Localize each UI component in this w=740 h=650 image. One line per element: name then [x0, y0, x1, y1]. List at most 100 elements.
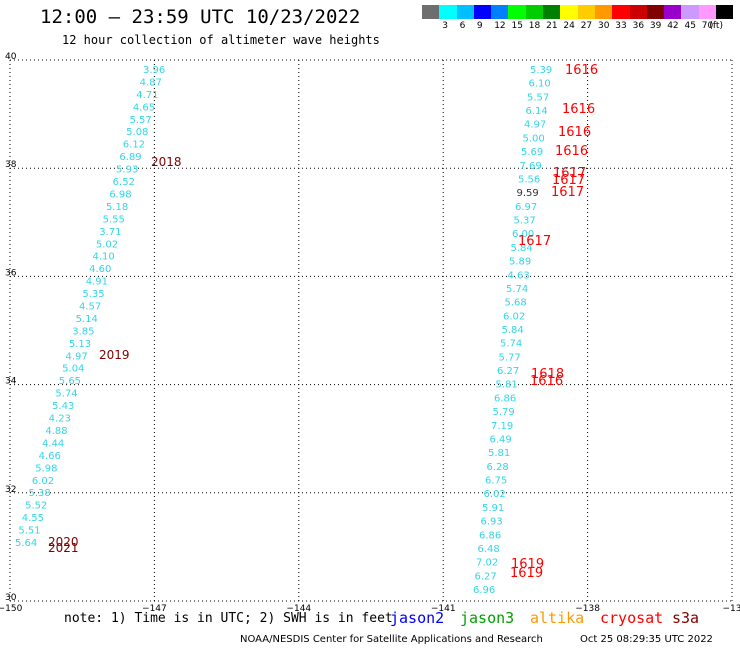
- swh-value: 5.84: [511, 243, 533, 254]
- swh-value: 5.02: [96, 239, 118, 250]
- legend-swatch: [594, 5, 613, 19]
- swh-value: 5.81: [496, 380, 518, 391]
- swh-value: 6.93: [481, 517, 503, 528]
- swh-value: 5.04: [62, 364, 84, 375]
- lat-tick-label: 30: [5, 593, 17, 603]
- color-legend-bar: [422, 5, 734, 19]
- legend-swatch: [422, 5, 440, 19]
- swh-value: 6.52: [113, 177, 135, 188]
- swh-value: 5.57: [130, 115, 152, 126]
- swh-value: 4.10: [92, 252, 114, 263]
- swh-value: 5.74: [55, 389, 77, 400]
- lon-tick-label: −138: [575, 604, 600, 614]
- swh-value: 5.43: [52, 401, 74, 412]
- swh-value: 5.08: [126, 127, 148, 138]
- legend-swatch: [716, 5, 734, 19]
- legend-swatch: [612, 5, 630, 19]
- legend-swatch: [560, 5, 578, 19]
- swh-value: 6.28: [487, 462, 509, 473]
- swh-value: 6.02: [484, 489, 506, 500]
- swh-value: 5.93: [116, 165, 138, 176]
- swh-value: 4.65: [133, 102, 155, 113]
- swh-value: 6.27: [497, 366, 519, 377]
- swh-value: 5.74: [506, 284, 528, 295]
- swh-value: 6.86: [479, 530, 501, 541]
- time-label: 1617: [552, 173, 585, 188]
- swh-value: 5.64: [15, 538, 37, 549]
- time-label: 2019: [99, 348, 130, 362]
- time-label: 2021: [48, 541, 79, 555]
- satellite-altika-label: altika: [530, 609, 585, 627]
- lat-tick-label: 38: [5, 160, 17, 170]
- swh-value: 6.96: [473, 585, 495, 596]
- swh-value: 3.71: [99, 227, 121, 238]
- legend-label: 9: [476, 21, 483, 31]
- credit-text: NOAA/NESDIS Center for Satellite Applica…: [240, 634, 543, 645]
- satellite-jason3-label: jason3: [460, 609, 515, 627]
- swh-value: 5.89: [509, 257, 531, 268]
- lat-tick-label: 36: [5, 268, 17, 278]
- legend-swatch: [681, 5, 699, 19]
- swh-value: 5.98: [35, 463, 57, 474]
- time-label: 1617: [518, 234, 551, 249]
- swh-value: 6.89: [119, 152, 141, 163]
- swh-value: 6.12: [123, 140, 145, 151]
- swh-value: 5.68: [505, 298, 527, 309]
- time-label: 1616: [555, 144, 588, 159]
- legend-label: 27: [580, 21, 593, 31]
- time-label: 1617: [551, 185, 584, 200]
- time-label: 1619: [510, 566, 543, 581]
- legend-label: 3: [442, 21, 449, 31]
- swh-value: 5.84: [502, 325, 524, 336]
- time-label: 2020: [48, 535, 79, 549]
- swh-value: 4.57: [79, 302, 101, 313]
- swh-value: 6.02: [32, 476, 54, 487]
- swh-value: 3.85: [72, 326, 94, 337]
- lon-tick-label: −144: [286, 604, 311, 614]
- swh-value: 5.18: [106, 202, 128, 213]
- swh-value: 6.86: [494, 393, 516, 404]
- swh-value: 4.66: [39, 451, 61, 462]
- legend-swatch: [525, 5, 544, 19]
- legend-swatch: [577, 5, 595, 19]
- legend-label: 36: [632, 21, 645, 31]
- swh-value: 4.55: [22, 513, 44, 524]
- legend-unit: (ft): [709, 21, 723, 31]
- swh-value: 4.44: [42, 438, 64, 449]
- swh-value: 5.37: [514, 216, 536, 227]
- legend-label: 18: [528, 21, 541, 31]
- swh-value: 6.27: [475, 571, 497, 582]
- swh-value: 4.71: [136, 90, 158, 101]
- swh-value: 5.56: [518, 174, 540, 185]
- swh-value: 5.13: [69, 339, 91, 350]
- lon-tick-label: −147: [142, 604, 167, 614]
- legend-label: 33: [615, 21, 627, 31]
- legend-swatch: [456, 5, 474, 19]
- lat-tick-label: 40: [5, 52, 17, 62]
- legend-swatch: [646, 5, 665, 19]
- swh-value: 6.10: [529, 79, 551, 90]
- time-label: 1618: [531, 367, 564, 382]
- legend-label: 45: [684, 21, 696, 31]
- page-subtitle: 12 hour collection of altimeter wave hei…: [62, 33, 380, 47]
- legend-label: 21: [546, 21, 558, 31]
- time-label: 1616: [562, 102, 595, 117]
- swh-value: 4.63: [508, 270, 530, 281]
- legend-swatch: [439, 5, 457, 19]
- time-label: 1619: [511, 557, 544, 572]
- swh-value: 4.87: [140, 77, 162, 88]
- time-label: 1616: [530, 374, 563, 389]
- lat-tick-label: 34: [5, 377, 17, 387]
- swh-value: 5.52: [25, 501, 47, 512]
- swh-value: 6.75: [485, 476, 507, 487]
- legend-swatch: [543, 5, 561, 19]
- legend-swatch: [698, 5, 717, 19]
- swh-value: 5.55: [103, 214, 125, 225]
- legend-label: 42: [667, 21, 679, 31]
- swh-value: 9.59: [517, 188, 539, 199]
- swh-value: 7.69: [520, 161, 542, 172]
- swh-value: 6.48: [478, 544, 500, 555]
- swh-value: 7.19: [491, 421, 513, 432]
- legend-label: 24: [563, 21, 575, 31]
